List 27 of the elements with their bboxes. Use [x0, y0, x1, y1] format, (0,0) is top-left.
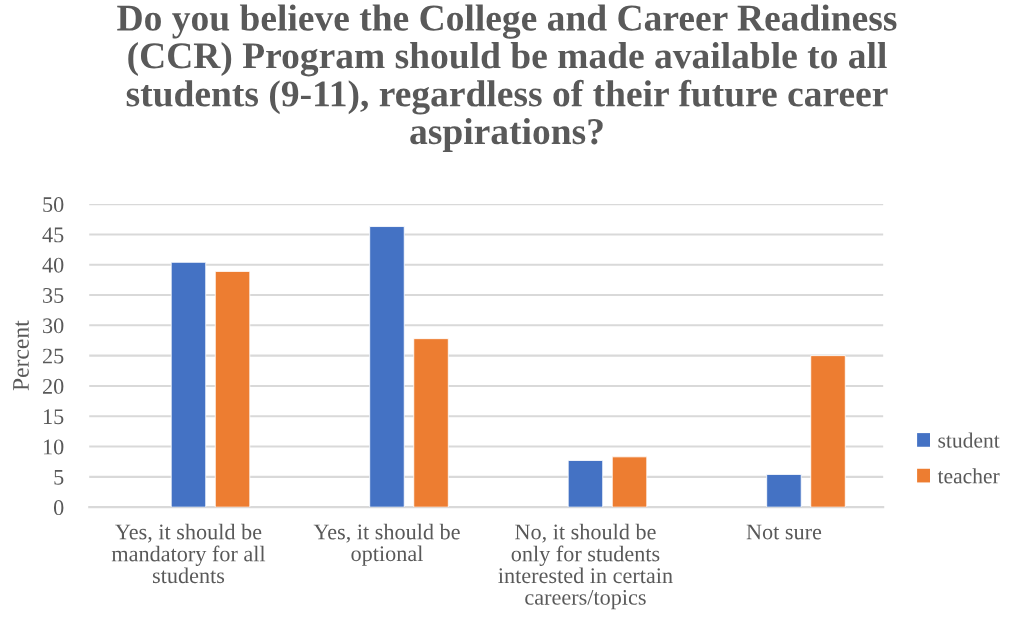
- legend-label: teacher: [937, 468, 1000, 484]
- bar: [567, 460, 604, 508]
- y-tick-label: 35: [43, 288, 64, 303]
- y-tick-label: 10: [43, 439, 64, 455]
- y-tick-label: 20: [42, 378, 64, 394]
- x-tick-label: Not sure: [746, 524, 822, 540]
- y-axis-title: Percent: [13, 320, 29, 391]
- y-tick-label: 25: [42, 348, 64, 364]
- x-tick-label: Yes, it should be mandatory for all students: [111, 523, 266, 584]
- y-tick-label: 45: [42, 227, 64, 243]
- y-tick-label: 5: [54, 470, 64, 485]
- y-tick-label: 15: [43, 409, 64, 425]
- y-tick-label: 0: [53, 500, 64, 516]
- chart-title: Do you believe the College and Career Readiness (CCR) Program should be made available to all students (9-11), regardless of their future career aspirations?: [117, 4, 897, 152]
- y-tick-label: 30: [43, 318, 64, 334]
- y-tick-label: 50: [43, 197, 64, 213]
- bar: [766, 474, 802, 508]
- y-tick-label: 40: [42, 257, 64, 273]
- bar: [214, 270, 251, 508]
- legend-label: student: [938, 432, 1000, 448]
- bar: [611, 456, 648, 508]
- bar: [369, 226, 405, 508]
- x-tick-label: No, it should be only for students interested in certain careers/topics: [498, 523, 673, 610]
- bar: [170, 261, 207, 508]
- bar: [413, 338, 449, 508]
- x-tick-label: Yes, it should be optional: [313, 523, 460, 566]
- bar: [810, 355, 846, 508]
